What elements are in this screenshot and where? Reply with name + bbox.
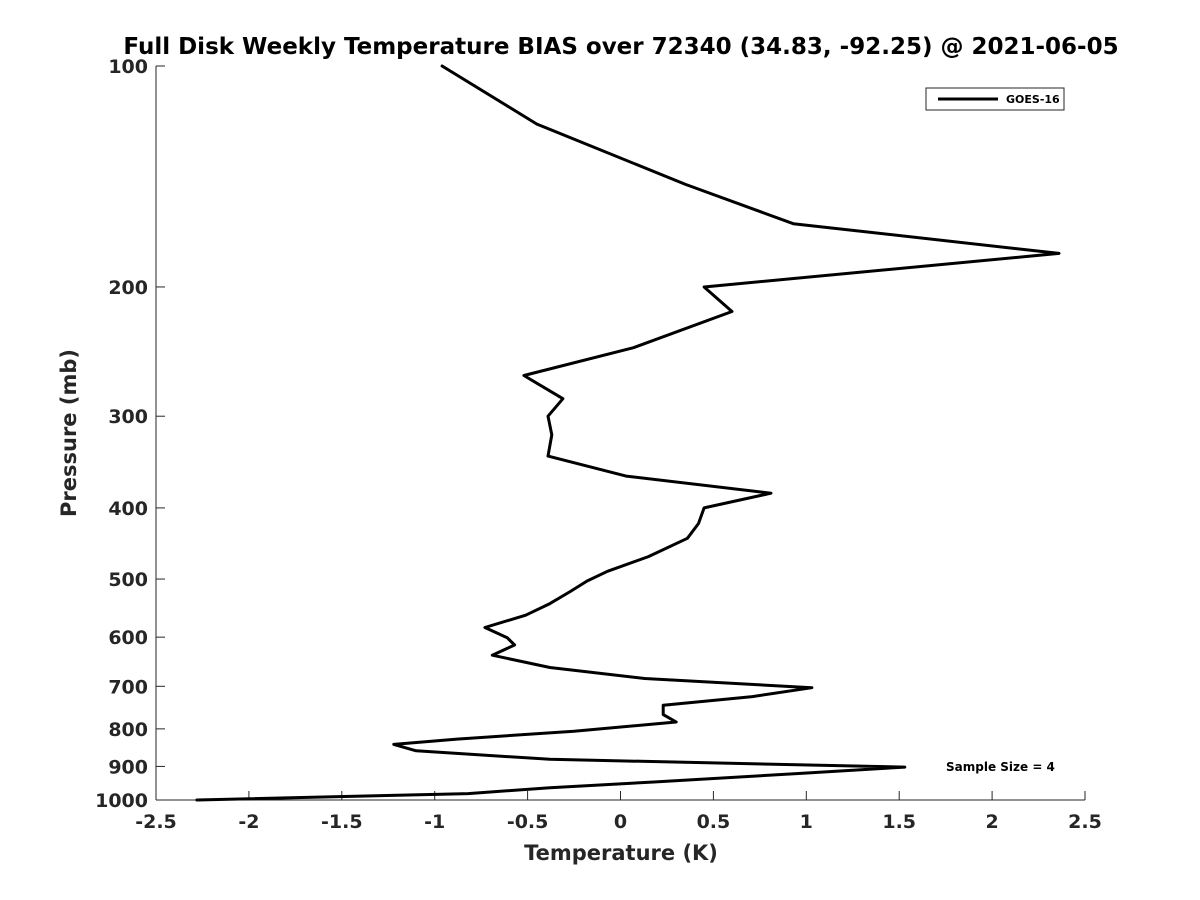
data-point (441, 65, 443, 67)
data-point (633, 347, 634, 349)
y-tick-label: 100 (108, 56, 148, 78)
data-point (467, 793, 469, 795)
x-tick-label: -1.5 (321, 811, 363, 833)
data-point (800, 772, 802, 774)
data-point (703, 507, 705, 509)
y-axis-label: Pressure (mb) (57, 349, 81, 517)
data-point (698, 523, 699, 524)
x-tick-label: -1 (424, 811, 445, 833)
data-point (573, 730, 575, 732)
data-point (625, 475, 627, 477)
x-tick-label: 1.5 (882, 811, 916, 833)
x-tick-label: -2.5 (135, 811, 177, 833)
data-point (547, 455, 549, 457)
data-point (536, 123, 538, 125)
data-point (456, 738, 458, 740)
sample-size-annotation: Sample Size = 4 (946, 760, 1055, 774)
legend-label-goes-16: GOES-16 (1006, 93, 1060, 106)
y-tick-label: 1000 (95, 790, 148, 812)
data-point (904, 766, 906, 768)
data-point (703, 286, 705, 288)
x-tick-label: 2 (985, 811, 998, 833)
data-point (644, 678, 646, 679)
data-point (514, 644, 516, 646)
chart-title: Full Disk Weekly Temperature BIAS over 7… (123, 34, 1118, 60)
data-point (196, 799, 198, 801)
data-point (549, 603, 551, 605)
data-point (551, 434, 553, 436)
data-point (685, 183, 686, 185)
data-point (393, 743, 395, 745)
x-tick-label: 1 (800, 811, 813, 833)
y-tick-label: 900 (108, 756, 148, 778)
y-tick-label: 400 (108, 498, 148, 520)
data-point (523, 375, 525, 376)
y-tick-label: 600 (108, 627, 148, 649)
data-point (549, 787, 551, 789)
data-point (647, 556, 649, 558)
x-tick-label: 2.5 (1068, 811, 1102, 833)
data-point (562, 398, 564, 400)
data-point (731, 311, 733, 312)
data-point (525, 614, 527, 616)
y-tick-label: 700 (108, 676, 148, 698)
y-tick-label: 300 (108, 406, 148, 428)
data-point (792, 223, 794, 225)
data-point (653, 781, 655, 783)
data-point (1058, 252, 1060, 254)
data-point (586, 580, 588, 582)
data-point (506, 637, 508, 639)
data-point (549, 667, 551, 668)
plot-area: -2.5 -2 -1.5 -1 -0.5 0 0.5 1 1.5 2 2.5 100 200 300 40… (95, 56, 1102, 833)
data-point (662, 704, 664, 706)
data-point (491, 654, 493, 656)
legend: GOES-16 (925, 87, 1065, 111)
data-point (662, 714, 664, 716)
data-point (549, 758, 551, 760)
data-point (569, 591, 571, 592)
series-layer (195, 64, 1061, 802)
data-point (770, 492, 772, 494)
data-point (415, 750, 417, 752)
data-point (751, 696, 753, 698)
data-point (811, 687, 813, 689)
data-point (675, 721, 677, 723)
x-tick-label: 0 (614, 811, 627, 833)
data-point (686, 537, 688, 539)
x-tick-label: -0.5 (507, 811, 549, 833)
y-tick-label: 500 (108, 569, 148, 591)
y-tick-label: 200 (108, 277, 148, 299)
y-tick-label: 800 (108, 719, 148, 741)
x-axis-label: Temperature (K) (524, 841, 718, 865)
series-line-goes-16 (195, 64, 1061, 802)
y-ticks: 100 200 300 400 500 600 700 800 900 1000 (95, 56, 165, 812)
x-tick-label: 0.5 (697, 811, 731, 833)
data-point (484, 627, 486, 628)
x-ticks: -2.5 -2 -1.5 -1 -0.5 0 0.5 1 1.5 2 2.5 (135, 791, 1102, 833)
data-point (547, 415, 549, 417)
x-tick-label: -2 (238, 811, 259, 833)
data-point (607, 570, 608, 572)
